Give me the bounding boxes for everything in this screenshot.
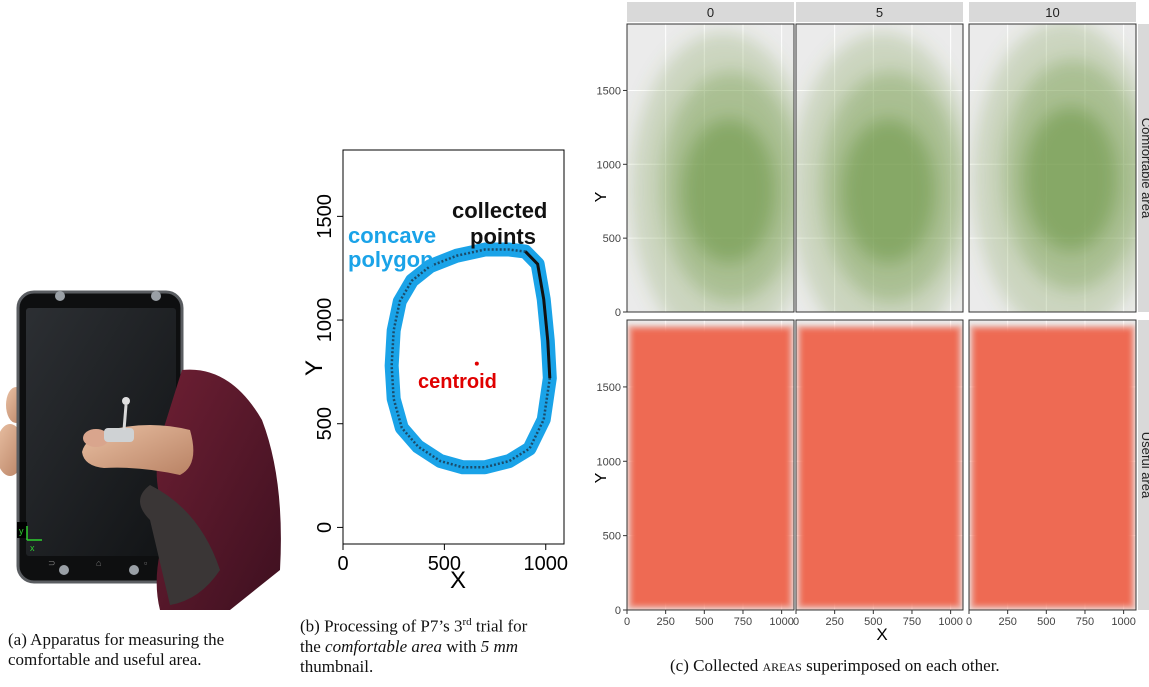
y-tick-label-c: 1500	[597, 382, 621, 394]
comfortable-area-blob	[796, 32, 963, 312]
facet-col-label: 10	[1045, 5, 1059, 20]
x-tick-label-c: 1000	[769, 616, 793, 628]
caption-b: (b) Processing of P7’s 3rd trial for the…	[300, 616, 528, 676]
svg-text:⊃: ⊃	[48, 558, 56, 568]
comfortable-area-blob	[631, 32, 794, 312]
y-tick-label-c: 0	[615, 307, 621, 319]
figure-b-plot: 0 500 1000 0 500 1000 1500 concave polygon col…	[301, 149, 569, 594]
comfortable-area-blob	[973, 24, 1136, 312]
caption-c: (c) Collected areas superimposed on each…	[670, 656, 1000, 675]
y-tick-label-c: 1000	[597, 159, 621, 171]
x-tick-label-c: 500	[864, 616, 882, 628]
y-tick-label-b: 1500	[314, 194, 336, 239]
useful-area-rect	[797, 325, 962, 609]
annot-concave: concave	[348, 223, 436, 248]
x-tick-label-c: 250	[656, 616, 674, 628]
x-tick-label-c: 0	[793, 616, 799, 628]
annot-polygon: polygon	[348, 247, 434, 272]
svg-text:⌂: ⌂	[96, 558, 101, 568]
facet-strip-col	[627, 2, 794, 22]
facet-strip-row	[1138, 320, 1149, 610]
x-tick-label-b: 500	[428, 553, 461, 575]
svg-text:▫: ▫	[144, 558, 147, 568]
caption-a: (a) Apparatus for measuring the comforta…	[8, 630, 225, 669]
x-tick-label-c: 750	[1076, 616, 1094, 628]
xlabel-c: X	[876, 625, 887, 644]
x-tick-label-c: 750	[734, 616, 752, 628]
facet-row-label: Useful area	[1139, 432, 1149, 499]
facet-col-label: 5	[876, 5, 883, 20]
y-tick-label-c: 0	[615, 605, 621, 617]
x-tick-label-c: 750	[903, 616, 921, 628]
figure-c-facets: 0 5 10 Comfortable area Useful area 0 500 1000 1…	[593, 2, 1149, 644]
x-tick-label-c: 0	[966, 616, 972, 628]
facet-strip-col	[969, 2, 1136, 22]
x-tick-label-c: 250	[825, 616, 843, 628]
x-tick-label-c: 0	[624, 616, 630, 628]
axis-y-glyph: y	[19, 526, 24, 536]
plot-b-frame	[342, 149, 565, 545]
x-tick-label-c: 500	[1037, 616, 1055, 628]
annot-centroid: centroid	[418, 371, 497, 393]
y-tick-label-c: 500	[603, 531, 621, 543]
useful-area-rect	[628, 325, 793, 609]
y-tick-label-b: 0	[314, 522, 336, 533]
useful-area-rect	[970, 325, 1135, 609]
xlabel-b: X	[450, 567, 466, 594]
annot-points: points	[470, 224, 536, 249]
annot-collected: collected	[452, 198, 547, 223]
x-tick-label-c: 250	[998, 616, 1016, 628]
collected-points	[524, 250, 552, 379]
ylabel-b: Y	[301, 360, 328, 376]
collected-points-trace	[390, 248, 552, 469]
y-tick-label-b: 1000	[314, 298, 336, 343]
ylabel-c-bottom: Y	[593, 472, 610, 483]
y-tick-label-c: 1500	[597, 85, 621, 97]
axis-x-glyph: x	[30, 543, 35, 553]
y-tick-label-c: 500	[603, 233, 621, 245]
facet-row-label: Comfortable area	[1139, 118, 1149, 219]
x-tick-label-c: 500	[695, 616, 713, 628]
y-tick-label-b: 500	[314, 407, 336, 440]
x-tick-label-c: 1000	[1111, 616, 1135, 628]
facet-strip-row	[1138, 24, 1149, 312]
facet-strip-col	[796, 2, 963, 22]
x-tick-label-b: 0	[337, 553, 348, 575]
y-tick-label-c: 1000	[597, 456, 621, 468]
facet-col-label: 0	[707, 5, 714, 20]
x-tick-label-b: 1000	[524, 553, 569, 575]
x-tick-label-c: 1000	[938, 616, 962, 628]
centroid-point	[474, 361, 479, 366]
ylabel-c-top: Y	[593, 191, 610, 202]
figure-a-photo: ⊃ ⌂ ▫ y x	[0, 290, 281, 610]
